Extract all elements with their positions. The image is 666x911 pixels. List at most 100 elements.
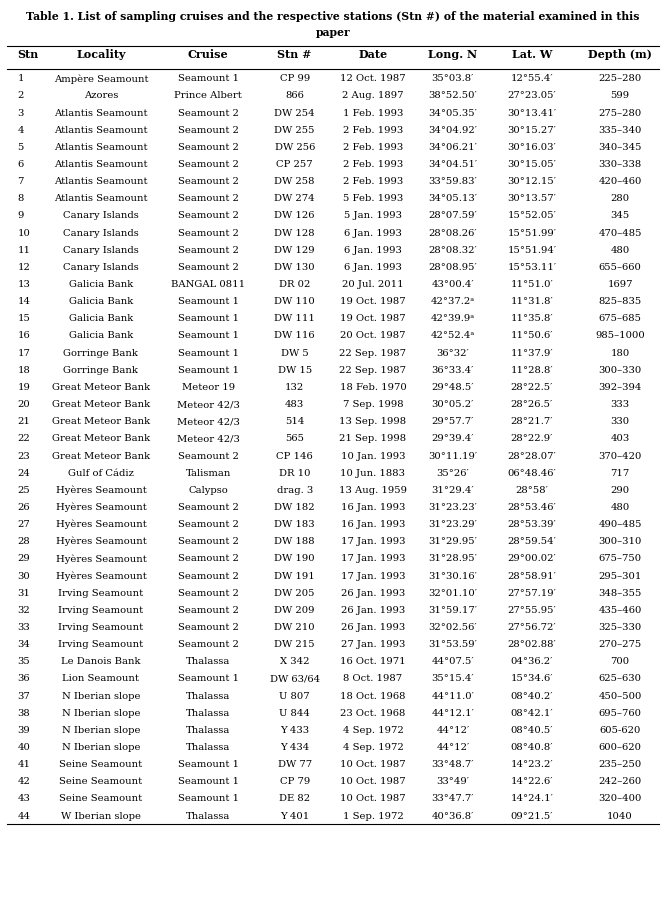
Text: 21: 21 xyxy=(17,416,30,425)
Text: 625–630: 625–630 xyxy=(599,673,641,682)
Text: 825–835: 825–835 xyxy=(599,297,641,306)
Text: Atlantis Seamount: Atlantis Seamount xyxy=(54,177,148,186)
Text: Le Danois Bank: Le Danois Bank xyxy=(61,657,141,666)
Text: 30°11.19′: 30°11.19′ xyxy=(428,451,478,460)
Text: 10: 10 xyxy=(17,229,30,238)
Text: DW 205: DW 205 xyxy=(274,588,315,597)
Text: Gulf of Cádiz: Gulf of Cádiz xyxy=(68,468,134,477)
Text: Seamount 2: Seamount 2 xyxy=(178,588,238,597)
Text: 44°12′: 44°12′ xyxy=(436,725,470,734)
Text: 14°23.2′: 14°23.2′ xyxy=(510,759,553,768)
Text: 15°53.11′: 15°53.11′ xyxy=(507,262,556,271)
Text: Seamount 2: Seamount 2 xyxy=(178,229,238,238)
Text: 483: 483 xyxy=(285,400,304,409)
Text: 31°53.59′: 31°53.59′ xyxy=(428,640,478,649)
Text: 2 Aug. 1897: 2 Aug. 1897 xyxy=(342,91,404,100)
Text: 235–250: 235–250 xyxy=(599,759,641,768)
Text: Thalassa: Thalassa xyxy=(186,742,230,752)
Text: Seamount 1: Seamount 1 xyxy=(178,348,238,357)
Text: N Iberian slope: N Iberian slope xyxy=(62,708,140,717)
Text: 15°51.94′: 15°51.94′ xyxy=(507,245,556,254)
Text: 26 Jan. 1993: 26 Jan. 1993 xyxy=(341,588,405,597)
Text: N Iberian slope: N Iberian slope xyxy=(62,691,140,700)
Text: 39: 39 xyxy=(17,725,30,734)
Text: 320–400: 320–400 xyxy=(598,793,642,803)
Text: 26 Jan. 1993: 26 Jan. 1993 xyxy=(341,605,405,614)
Text: Lion Seamount: Lion Seamount xyxy=(63,673,139,682)
Text: BANGAL 0811: BANGAL 0811 xyxy=(171,280,245,289)
Text: DW 5: DW 5 xyxy=(281,348,308,357)
Text: DW 15: DW 15 xyxy=(278,365,312,374)
Text: Thalassa: Thalassa xyxy=(186,708,230,717)
Text: 34: 34 xyxy=(17,640,30,649)
Text: 13: 13 xyxy=(17,280,30,289)
Text: 2 Feb. 1993: 2 Feb. 1993 xyxy=(343,177,403,186)
Text: 10 Oct. 1987: 10 Oct. 1987 xyxy=(340,793,406,803)
Text: Hyères Seamount: Hyères Seamount xyxy=(55,502,147,512)
Text: 38°52.50′: 38°52.50′ xyxy=(428,91,478,100)
Text: 2 Feb. 1993: 2 Feb. 1993 xyxy=(343,143,403,152)
Text: Seamount 2: Seamount 2 xyxy=(178,159,238,169)
Text: 28°22.9′: 28°22.9′ xyxy=(511,434,553,443)
Text: 11: 11 xyxy=(17,245,31,254)
Text: 33: 33 xyxy=(17,622,30,631)
Text: Y 433: Y 433 xyxy=(280,725,309,734)
Text: 655–660: 655–660 xyxy=(599,262,641,271)
Text: 9: 9 xyxy=(17,211,24,220)
Text: 37: 37 xyxy=(17,691,30,700)
Text: 345: 345 xyxy=(611,211,629,220)
Text: U 844: U 844 xyxy=(279,708,310,717)
Text: DW 116: DW 116 xyxy=(274,331,315,340)
Text: 35°03.8′: 35°03.8′ xyxy=(432,74,474,83)
Text: 480: 480 xyxy=(611,245,629,254)
Text: 28°07.59′: 28°07.59′ xyxy=(428,211,478,220)
Text: DW 63/64: DW 63/64 xyxy=(270,673,320,682)
Text: Irving Seamount: Irving Seamount xyxy=(59,605,143,614)
Text: W Iberian slope: W Iberian slope xyxy=(61,811,141,820)
Text: Irving Seamount: Irving Seamount xyxy=(59,588,143,597)
Text: 11°50.6′: 11°50.6′ xyxy=(511,331,553,340)
Text: Great Meteor Bank: Great Meteor Bank xyxy=(52,416,150,425)
Text: DW 255: DW 255 xyxy=(274,126,315,135)
Text: 30°15.27′: 30°15.27′ xyxy=(507,126,556,135)
Text: 5 Feb. 1993: 5 Feb. 1993 xyxy=(343,194,403,203)
Text: 28°08.95′: 28°08.95′ xyxy=(428,262,478,271)
Text: Seamount 2: Seamount 2 xyxy=(178,554,238,563)
Text: Seine Seamount: Seine Seamount xyxy=(59,776,143,785)
Text: Galicia Bank: Galicia Bank xyxy=(69,314,133,323)
Text: 28°22.5′: 28°22.5′ xyxy=(511,383,553,392)
Text: 27°55.95′: 27°55.95′ xyxy=(507,605,556,614)
Text: 10 Jun. 1883: 10 Jun. 1883 xyxy=(340,468,406,477)
Text: 44°12.1′: 44°12.1′ xyxy=(432,708,474,717)
Text: Seamount 2: Seamount 2 xyxy=(178,126,238,135)
Text: 270–275: 270–275 xyxy=(599,640,641,649)
Text: 29°57.7′: 29°57.7′ xyxy=(432,416,474,425)
Text: 31°23.23′: 31°23.23′ xyxy=(428,502,478,511)
Text: 300–330: 300–330 xyxy=(599,365,641,374)
Text: 15°51.99′: 15°51.99′ xyxy=(507,229,556,238)
Text: Hyères Seamount: Hyères Seamount xyxy=(55,570,147,580)
Text: Meteor 42/3: Meteor 42/3 xyxy=(176,400,240,409)
Text: 4 Sep. 1972: 4 Sep. 1972 xyxy=(342,725,404,734)
Text: Great Meteor Bank: Great Meteor Bank xyxy=(52,383,150,392)
Text: 19: 19 xyxy=(17,383,30,392)
Text: 242–260: 242–260 xyxy=(599,776,641,785)
Text: U 807: U 807 xyxy=(280,691,310,700)
Text: 403: 403 xyxy=(611,434,629,443)
Text: 275–280: 275–280 xyxy=(599,108,641,118)
Text: 30: 30 xyxy=(17,571,30,580)
Text: 28°58.91′: 28°58.91′ xyxy=(507,571,556,580)
Text: 5 Jan. 1993: 5 Jan. 1993 xyxy=(344,211,402,220)
Text: 28°08.26′: 28°08.26′ xyxy=(428,229,478,238)
Text: Y 401: Y 401 xyxy=(280,811,309,820)
Text: 24: 24 xyxy=(17,468,30,477)
Text: 10 Jan. 1993: 10 Jan. 1993 xyxy=(341,451,405,460)
Text: 22 Sep. 1987: 22 Sep. 1987 xyxy=(340,365,406,374)
Text: 6 Jan. 1993: 6 Jan. 1993 xyxy=(344,262,402,271)
Text: Canary Islands: Canary Islands xyxy=(63,211,139,220)
Text: Seamount 1: Seamount 1 xyxy=(178,759,238,768)
Text: 420–460: 420–460 xyxy=(598,177,642,186)
Text: 392–394: 392–394 xyxy=(598,383,642,392)
Text: 12°55.4′: 12°55.4′ xyxy=(510,74,553,83)
Text: 1 Sep. 1972: 1 Sep. 1972 xyxy=(342,811,404,820)
